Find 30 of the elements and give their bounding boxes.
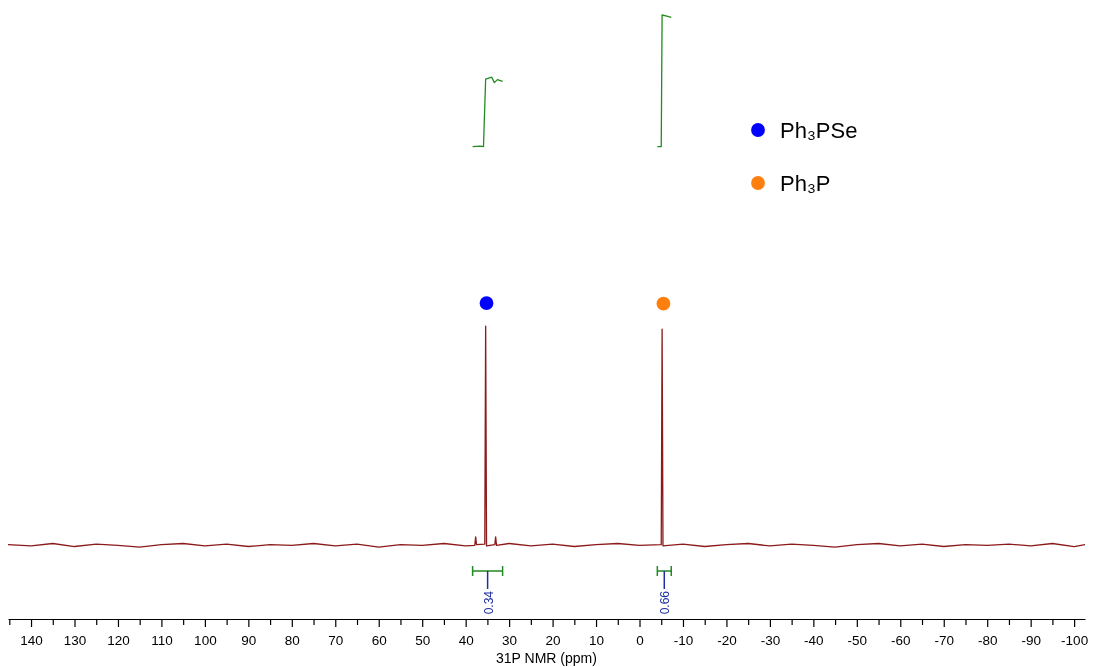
- legend-label: Ph₃P: [780, 171, 831, 196]
- x-tick-label: -70: [934, 632, 954, 648]
- x-tick-label: -100: [1061, 632, 1089, 648]
- annotation: 0.66: [658, 590, 673, 615]
- x-tick-label: 90: [241, 632, 257, 648]
- x-tick-label: 140: [20, 632, 43, 648]
- x-tick-label: -80: [977, 632, 998, 648]
- x-axis-title: 31P NMR (ppm): [496, 650, 597, 666]
- x-tick-label: 130: [63, 632, 87, 648]
- x-tick-label: 10: [589, 632, 605, 648]
- x-tick-label: 100: [194, 632, 217, 648]
- x-tick-label: 120: [107, 632, 130, 648]
- x-tick-label: -20: [717, 632, 737, 648]
- x-tick-label: -40: [804, 632, 824, 648]
- x-tick-label: -50: [847, 632, 868, 648]
- x-tick-label: 0: [636, 632, 644, 648]
- x-tick-label: 80: [284, 632, 300, 648]
- x-tick-label: 110: [151, 632, 173, 648]
- x-tick-label: -30: [760, 632, 781, 648]
- x-tick-label: 30: [502, 632, 518, 648]
- legend-label: Ph₃PSe: [780, 118, 858, 143]
- annotation: 0.34: [481, 590, 496, 615]
- x-tick-label: -60: [891, 632, 911, 648]
- x-tick-label: 70: [328, 632, 344, 648]
- x-tick-label: -10: [673, 632, 694, 648]
- x-tick-label: -90: [1021, 632, 1041, 648]
- x-tick-label: 20: [545, 632, 561, 648]
- x-tick-label: 60: [371, 632, 387, 648]
- x-tick-label: 40: [458, 632, 474, 648]
- x-tick-label: 50: [415, 632, 431, 648]
